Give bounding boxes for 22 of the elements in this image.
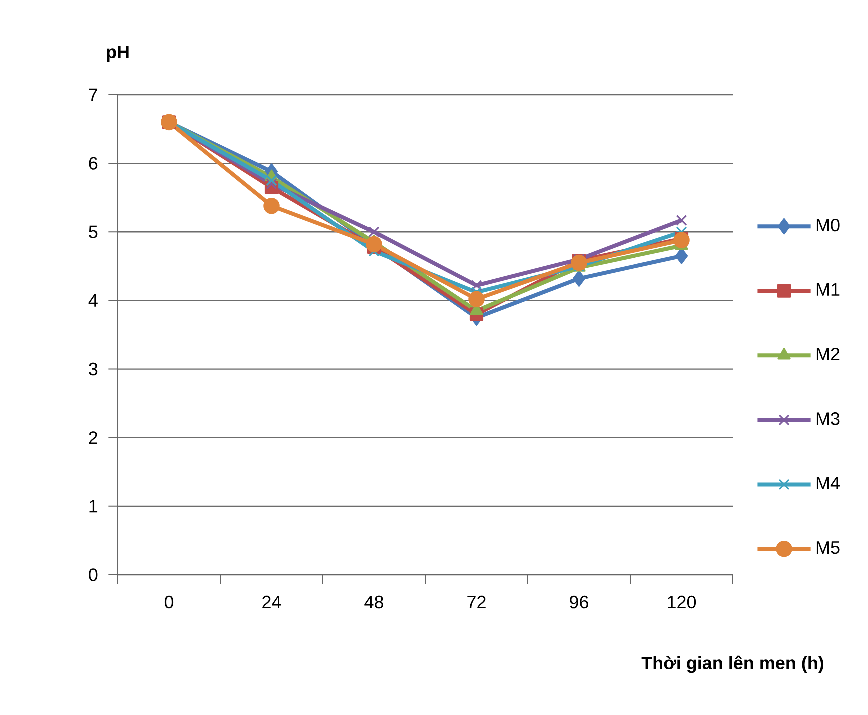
x-tick-label: 48 — [364, 596, 384, 609]
y-tick-label: 3 — [89, 362, 98, 376]
y-tick-label: 6 — [89, 157, 98, 170]
y-tick-label: 0 — [89, 568, 98, 582]
y-tick-label: 4 — [88, 294, 98, 307]
x-tick-label: 72 — [468, 596, 486, 609]
legend-label: M2 — [816, 348, 840, 361]
legend-label: M0 — [816, 218, 840, 232]
legend-label: M3 — [816, 412, 840, 426]
legend-label: M4 — [816, 477, 840, 490]
y-tick-label: 7 — [89, 88, 98, 102]
y-axis-title: pH — [107, 46, 129, 62]
x-tick-label: 96 — [570, 596, 588, 609]
y-tick-label: 1 — [90, 500, 98, 513]
x-tick-label: 24 — [262, 596, 282, 609]
legend-label: M1 — [816, 284, 840, 296]
x-axis-title: Thời gian lên men (h) — [642, 656, 824, 674]
legend-label: M5 — [816, 542, 840, 554]
y-tick-label: 5 — [89, 226, 98, 238]
x-tick-label: 0 — [164, 596, 174, 609]
y-tick-label: 2 — [89, 432, 98, 444]
x-tick-label: 120 — [668, 596, 696, 609]
